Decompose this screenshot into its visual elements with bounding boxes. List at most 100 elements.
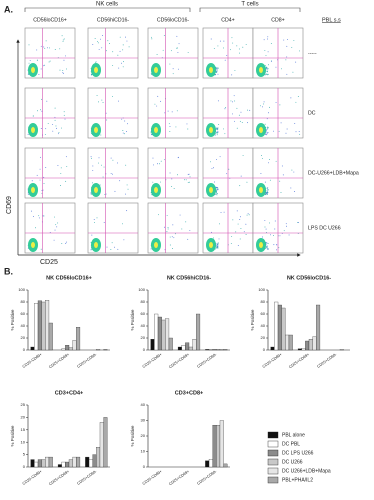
event-dot [35,227,36,229]
event-dot [40,68,42,70]
event-dot [92,165,94,167]
event-dot [216,192,218,194]
event-dot [181,228,183,230]
event-dot [218,238,220,240]
event-dot [267,192,269,194]
event-dot [185,221,187,223]
bar [192,339,197,351]
event-dot [264,181,266,183]
event-dot [47,123,49,124]
bar [41,459,46,468]
event-dot [236,107,238,109]
event-dot [40,128,42,129]
bar [30,459,35,468]
event-dot [31,180,33,182]
event-dot [41,192,43,194]
bar [285,334,290,351]
event-dot [184,179,186,181]
event-dot [215,69,217,71]
event-dot [266,68,268,70]
event-dot [245,43,247,45]
event-dot [266,245,268,247]
event-dot [298,131,300,133]
event-dot [215,189,217,191]
bar [312,336,317,351]
event-dot [65,242,67,244]
event-dot [228,168,230,170]
density-core [259,67,263,73]
density-core [154,242,158,248]
event-dot [38,74,40,76]
event-dot [38,217,40,219]
event-dot [172,248,173,250]
event-dot [44,47,46,49]
y-tick-label: 10 [21,439,26,444]
event-dot [216,193,218,194]
event-dot [278,130,280,132]
event-dot [269,222,270,224]
event-dot [265,70,267,72]
event-dot [45,167,47,169]
y-tick-label: 10 [141,449,146,454]
event-dot [293,171,295,173]
event-dot [176,35,178,37]
event-dot [216,71,218,73]
event-dot [170,50,172,52]
event-dot [298,222,299,224]
event-dot [175,126,177,128]
event-dot [292,71,294,73]
bar [219,420,224,468]
event-dot [36,59,38,61]
bar [196,313,201,351]
bar [316,304,321,351]
event-dot [55,224,57,226]
bar [85,456,90,468]
event-dot [123,61,125,63]
event-dot [216,246,218,247]
event-dot [217,68,219,69]
event-dot [236,127,238,129]
event-dot [299,133,301,135]
event-dot [162,49,164,51]
event-dot [119,36,121,38]
event-dot [266,118,268,120]
event-dot [219,223,220,225]
event-dot [152,157,154,159]
event-dot [150,132,152,134]
density-core [209,187,213,193]
bar [103,349,108,351]
event-dot [212,237,214,239]
event-dot [127,123,129,125]
event-dot [54,116,56,118]
event-dot [267,191,269,193]
event-dot [122,66,124,68]
event-dot [66,166,68,167]
event-dot [117,54,119,56]
event-dot [38,215,40,217]
bar [339,349,344,351]
event-dot [97,42,99,44]
event-dot [124,133,126,135]
event-dot [169,236,171,238]
y-tick-label: 100 [258,287,265,292]
event-dot [275,101,277,103]
event-dot [164,112,166,114]
row-label: LPS DC U266 [308,225,341,231]
bar [99,422,104,468]
event-dot [210,38,212,40]
event-dot [189,176,191,178]
y-tick-label: 80 [261,299,266,304]
event-dot [287,39,289,41]
bar [281,307,286,351]
event-dot [163,159,165,161]
chart-title: CD3+CD4+ [55,390,83,396]
event-dot [44,64,46,66]
event-dot [117,248,119,250]
y-axis-label: CD69 [6,196,13,214]
event-dot [59,48,61,50]
event-dot [286,45,288,47]
event-dot [279,235,281,237]
event-dot [92,182,93,184]
event-dot [294,123,296,125]
event-dot [66,68,68,70]
